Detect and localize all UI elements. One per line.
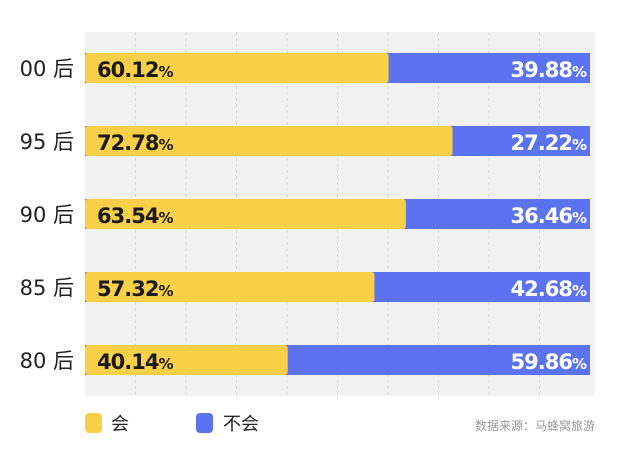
bar-group: 90 后 63.54% 36.46% [20,199,590,229]
data-label-yes: 57.32% [97,277,173,301]
bar-group: 95 后 72.78% 27.22% [20,126,590,156]
bar-group: 85 后 57.32% 42.68% [20,272,590,302]
category-label: 95 后 [20,130,74,154]
category-label: 85 后 [20,276,74,300]
category-label: 90 后 [20,203,74,227]
bar-group: 00 后 60.12% 39.88% [20,53,590,83]
bar-yes [85,345,288,375]
legend-label-yes: 会 [111,414,129,435]
bar-yes [85,53,389,83]
category-label: 80 后 [20,349,74,373]
bar-yes [85,126,453,156]
bar-yes [85,199,406,229]
data-label-no: 36.46% [511,204,587,228]
category-label: 00 后 [20,57,74,81]
legend: 会 不会 [85,413,259,435]
bar-yes [85,272,375,302]
data-label-no: 42.68% [511,277,587,301]
legend-swatch-yes [85,413,102,433]
legend-label-no: 不会 [223,414,259,435]
bar-group: 80 后 40.14% 59.86% [20,345,590,375]
legend-swatch-no [196,413,213,433]
source-note: 数据来源：马蜂窝旅游 [475,418,595,433]
